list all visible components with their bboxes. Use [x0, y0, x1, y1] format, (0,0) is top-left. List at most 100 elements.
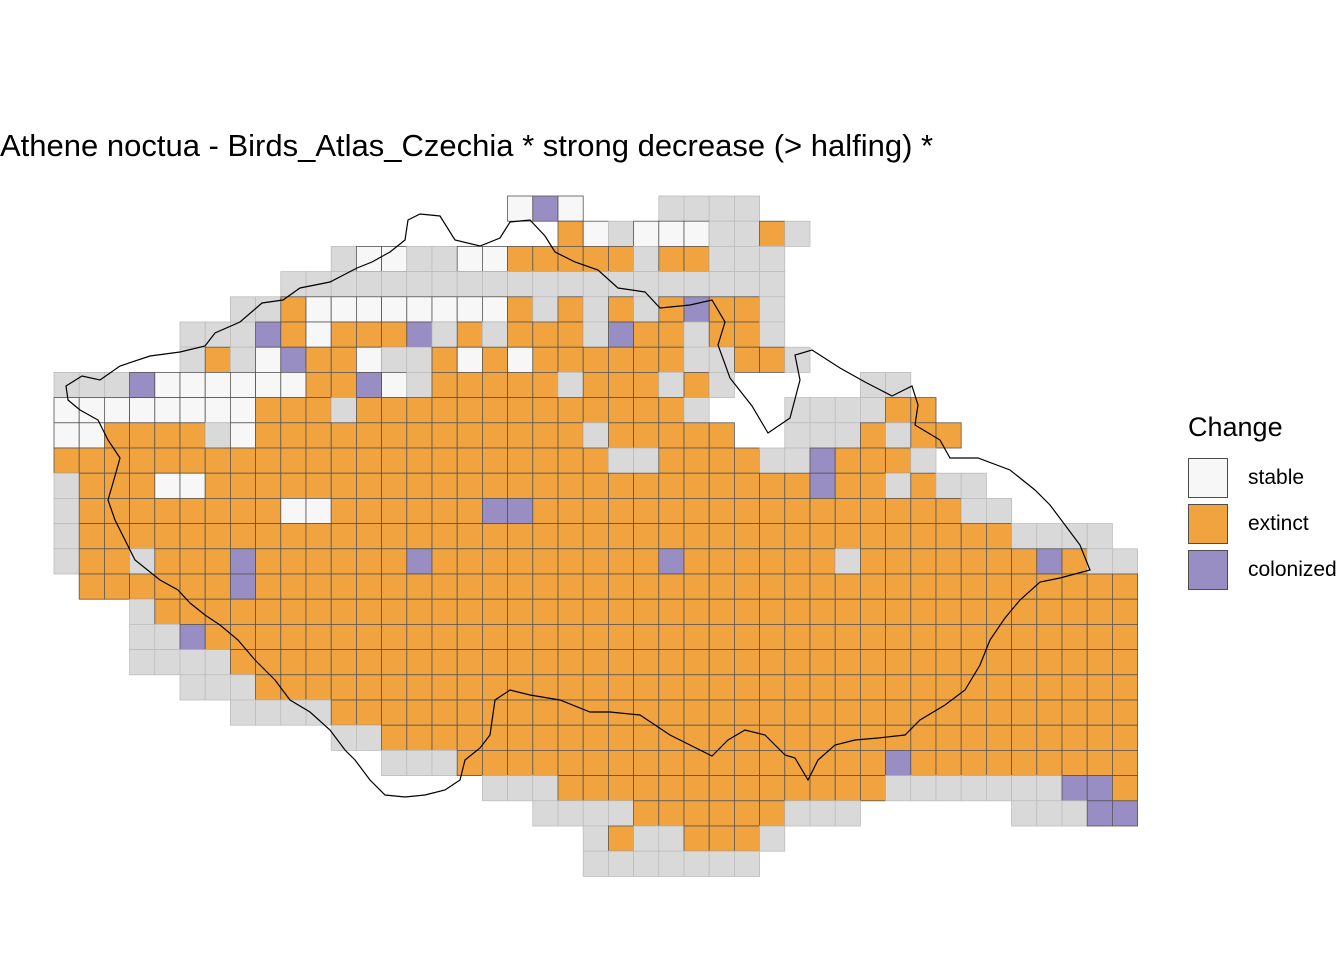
grid-cell-stable: [381, 371, 408, 398]
grid-cell-stable: [683, 220, 710, 247]
grid-cell-extinct: [381, 573, 408, 600]
grid-cell-colonized: [255, 321, 282, 348]
grid-cell-no-data: [355, 271, 382, 298]
grid-cell-extinct: [280, 548, 307, 575]
grid-cell-extinct: [1112, 674, 1139, 701]
grid-cell-extinct: [78, 573, 105, 600]
grid-cell-extinct: [406, 598, 433, 625]
grid-cell-extinct: [608, 598, 635, 625]
chart-title: Athene noctua - Birds_Atlas_Czechia * st…: [0, 128, 934, 163]
legend-item-colonized: colonized: [1188, 547, 1337, 593]
grid-cell-no-data: [582, 296, 609, 323]
grid-cell-extinct: [507, 724, 534, 751]
grid-cell-extinct: [608, 674, 635, 701]
grid-cell-stable: [53, 422, 80, 449]
grid-cell-extinct: [708, 472, 735, 499]
legend-label-extinct: extinct: [1248, 512, 1309, 535]
grid-cell-no-data: [1086, 548, 1113, 575]
grid-cell-extinct: [305, 472, 332, 499]
grid-cell-no-data: [129, 624, 156, 651]
grid-cell-extinct: [1061, 750, 1088, 777]
grid-cell-stable: [431, 296, 458, 323]
grid-cell-extinct: [986, 548, 1013, 575]
grid-cell-extinct: [759, 699, 786, 726]
grid-cell-no-data: [809, 397, 836, 424]
grid-cell-no-data: [481, 271, 508, 298]
grid-cell-extinct: [784, 548, 811, 575]
grid-cell-extinct: [633, 321, 660, 348]
grid-cell-extinct: [431, 422, 458, 449]
grid-cell-extinct: [1036, 699, 1063, 726]
grid-cell-no-data: [406, 371, 433, 398]
grid-cell-extinct: [809, 573, 836, 600]
grid-cell-no-data: [633, 245, 660, 272]
grid-cell-colonized: [1112, 800, 1139, 827]
grid-cell-extinct: [759, 674, 786, 701]
grid-cell-extinct: [1011, 598, 1038, 625]
grid-cell-extinct: [582, 750, 609, 777]
grid-cell-extinct: [809, 649, 836, 676]
grid-cell-extinct: [431, 397, 458, 424]
grid-cell-extinct: [860, 422, 887, 449]
grid-cell-extinct: [330, 674, 357, 701]
grid-cell-extinct: [885, 497, 912, 524]
grid-cell-extinct: [507, 598, 534, 625]
grid-cell-extinct: [305, 649, 332, 676]
grid-cell-colonized: [809, 472, 836, 499]
grid-cell-no-data: [406, 346, 433, 373]
grid-cell-extinct: [935, 649, 962, 676]
grid-cell-extinct: [305, 548, 332, 575]
grid-cell-extinct: [280, 422, 307, 449]
grid-cell-extinct: [129, 447, 156, 474]
grid-cell-extinct: [154, 523, 181, 550]
grid-cell-extinct: [532, 397, 559, 424]
grid-cell-extinct: [608, 775, 635, 802]
grid-cell-extinct: [582, 624, 609, 651]
grid-cell-extinct: [885, 724, 912, 751]
grid-cell-extinct: [885, 624, 912, 651]
grid-cell-extinct: [456, 674, 483, 701]
grid-cell-extinct: [633, 598, 660, 625]
grid-cell-extinct: [129, 497, 156, 524]
grid-cell-extinct: [658, 724, 685, 751]
grid-cell-extinct: [1036, 598, 1063, 625]
grid-cell-no-data: [431, 321, 458, 348]
grid-cell-extinct: [784, 674, 811, 701]
grid-cell-extinct: [532, 523, 559, 550]
grid-cell-extinct: [633, 371, 660, 398]
legend-item-extinct: extinct: [1188, 501, 1337, 547]
grid-cell-extinct: [885, 649, 912, 676]
grid-cell-no-data: [78, 371, 105, 398]
grid-cell-extinct: [683, 649, 710, 676]
grid-cell-no-data: [960, 775, 987, 802]
grid-cell-no-data: [532, 271, 559, 298]
grid-cell-extinct: [683, 825, 710, 852]
grid-cell-extinct: [658, 245, 685, 272]
grid-cell-extinct: [734, 699, 761, 726]
grid-cells: [53, 195, 1139, 877]
grid-cell-no-data: [885, 472, 912, 499]
grid-cell-extinct: [784, 472, 811, 499]
grid-cell-extinct: [734, 775, 761, 802]
grid-cell-extinct: [658, 800, 685, 827]
grid-cell-extinct: [1061, 649, 1088, 676]
grid-cell-extinct: [784, 624, 811, 651]
grid-cell-no-data: [860, 371, 887, 398]
grid-cell-stable: [104, 397, 131, 424]
grid-cell-extinct: [784, 598, 811, 625]
grid-cell-extinct: [1086, 750, 1113, 777]
grid-cell-extinct: [834, 447, 861, 474]
grid-cell-extinct: [734, 598, 761, 625]
grid-cell-extinct: [582, 674, 609, 701]
grid-cell-extinct: [633, 649, 660, 676]
grid-cell-extinct: [960, 523, 987, 550]
grid-cell-extinct: [582, 245, 609, 272]
grid-cell-extinct: [255, 649, 282, 676]
grid-cell-extinct: [834, 573, 861, 600]
grid-cell-no-data: [734, 271, 761, 298]
grid-cell-extinct: [734, 825, 761, 852]
grid-cell-extinct: [834, 724, 861, 751]
grid-cell-extinct: [481, 422, 508, 449]
grid-cell-no-data: [330, 724, 357, 751]
grid-cell-no-data: [1011, 523, 1038, 550]
